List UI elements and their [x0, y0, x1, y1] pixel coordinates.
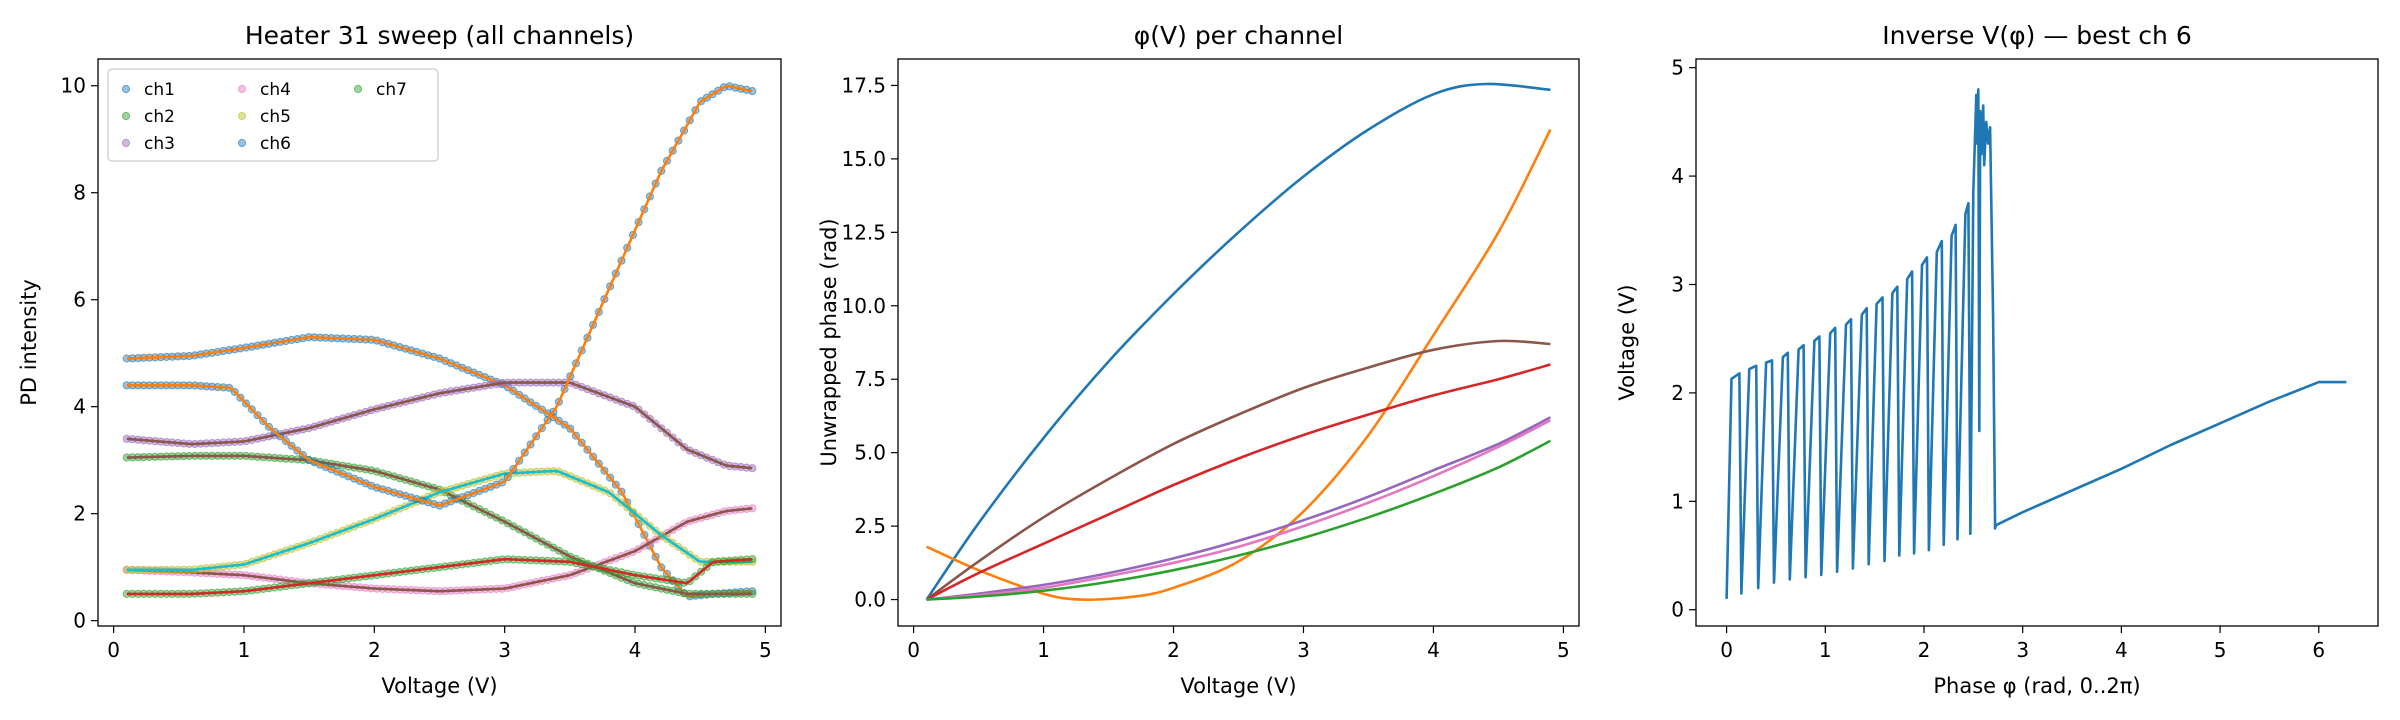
- panel-sweep-legend-label-ch5: ch5: [260, 107, 291, 127]
- panel-sweep-xtick-label: 3: [498, 638, 511, 662]
- panel-inverse-ytick-label: 3: [1671, 272, 1684, 296]
- panel-sweep-legend-marker-ch7: [353, 84, 363, 94]
- panel-inverse-xtick-label: 5: [2214, 638, 2227, 662]
- panel-sweep-xtick-label: 0: [107, 638, 120, 662]
- panel-phase-series-line-4: [926, 416, 1551, 601]
- panel-phase-series-line-0: [925, 82, 1551, 601]
- panel-sweep-ytick-label: 0: [73, 609, 86, 633]
- panel-inverse-ytick-label: 4: [1671, 164, 1684, 188]
- panel-sweep-legend-marker-ch2: [121, 111, 131, 121]
- panel-inverse-ytick-label: 0: [1671, 598, 1684, 622]
- panel-sweep-xtick-label: 5: [759, 638, 772, 662]
- panel-sweep-legend-label-ch4: ch4: [260, 80, 291, 100]
- panel-sweep-ylabel: PD intensity: [17, 279, 41, 406]
- panel-sweep-legend-marker-ch4: [237, 84, 247, 94]
- panel-sweep-xtick-label: 4: [629, 638, 642, 662]
- panel-sweep-fit-ch5: [126, 469, 753, 572]
- panel-sweep: Heater 31 sweep (all channels) Voltage (…: [17, 21, 782, 698]
- panel-phase-plot-area: [925, 82, 1552, 601]
- panel-phase-xtick-label: 2: [1167, 638, 1180, 662]
- panel-sweep-ytick-label: 2: [73, 502, 86, 526]
- panel-inverse-xtick-label: 3: [2016, 638, 2029, 662]
- panel-sweep-fit-ch6: [126, 84, 753, 507]
- panel-sweep-legend-marker-ch5: [237, 111, 247, 121]
- panel-sweep-legend-label-ch1: ch1: [144, 80, 175, 100]
- panel-sweep-legend-marker-ch6: [237, 138, 247, 148]
- panel-inverse-series-line-0: [1725, 88, 2347, 599]
- panel-sweep-plot-area: [122, 82, 757, 601]
- panel-phase-series-line-1: [926, 128, 1552, 601]
- panel-inverse-ytick-label: 1: [1671, 489, 1684, 513]
- panel-sweep-ytick-label: 4: [73, 395, 86, 419]
- panel-sweep-title: Heater 31 sweep (all channels): [245, 21, 634, 50]
- panel-phase-title: φ(V) per channel: [1134, 21, 1343, 50]
- panel-sweep-fit-ch7: [126, 557, 753, 596]
- panel-phase-ytick-label: 17.5: [841, 73, 886, 97]
- panel-phase-ytick-label: 2.5: [854, 514, 886, 538]
- panel-phase-ytick-label: 10.0: [841, 294, 886, 318]
- panel-inverse-xtick-label: 6: [2312, 638, 2325, 662]
- panel-inverse-axes-frame: [1695, 58, 2379, 627]
- panel-sweep-xtick-label: 1: [238, 638, 251, 662]
- panel-phase-axes-frame: [897, 58, 1580, 627]
- panel-phase-series-line-3: [926, 363, 1551, 601]
- panel-phase-xtick-label: 0: [907, 638, 920, 662]
- panel-sweep-legend-label-ch2: ch2: [144, 107, 175, 127]
- panel-sweep-xtick-label: 2: [368, 638, 381, 662]
- panel-phase-ytick-label: 0.0: [854, 588, 886, 612]
- panel-inverse-xtick-label: 2: [1918, 638, 1931, 662]
- panel-sweep-xlabel: Voltage (V): [381, 674, 497, 698]
- panel-phase-ytick-label: 7.5: [854, 367, 886, 391]
- panel-phase-series-line-6: [926, 439, 1551, 601]
- panel-phase-xtick-label: 3: [1297, 638, 1310, 662]
- panel-inverse-xlabel: Phase φ (rad, 0..2π): [1933, 674, 2140, 698]
- panel-sweep-fit-ch3: [126, 381, 753, 470]
- panel-inverse-ylabel: Voltage (V): [1615, 284, 1639, 400]
- panel-sweep-ytick-label: 10: [61, 74, 86, 98]
- panel-inverse-xtick-label: 1: [1819, 638, 1832, 662]
- panel-sweep-fit-ch2: [126, 454, 753, 596]
- panel-inverse-xtick-label: 0: [1720, 638, 1733, 662]
- panel-phase-ytick-label: 5.0: [854, 441, 886, 465]
- panel-inverse-xtick-label: 4: [2115, 638, 2128, 662]
- panel-inverse: Inverse V(φ) — best ch 6 Phase φ (rad, 0…: [1615, 21, 2379, 698]
- panel-sweep-legend-label-ch3: ch3: [144, 134, 175, 154]
- panel-inverse-title: Inverse V(φ) — best ch 6: [1882, 21, 2192, 50]
- panel-phase-series-line-2: [925, 339, 1551, 601]
- panel-sweep-axes-frame: [97, 58, 782, 627]
- panel-inverse-ytick-label: 2: [1671, 381, 1684, 405]
- panel-sweep-legend-marker-ch1: [121, 84, 131, 94]
- panel-inverse-ytick-label: 5: [1671, 56, 1684, 80]
- panel-sweep-legend-label-ch7: ch7: [376, 80, 407, 100]
- panel-phase-xlabel: Voltage (V): [1180, 674, 1296, 698]
- panel-sweep-fit-ch4: [126, 507, 753, 593]
- panel-sweep-legend-marker-ch3: [121, 138, 131, 148]
- panel-phase-ytick-label: 15.0: [841, 147, 886, 171]
- panel-phase: φ(V) per channel Voltage (V) Unwrapped p…: [817, 21, 1580, 698]
- panel-phase-series-line-5: [926, 419, 1551, 601]
- panel-inverse-plot-area: [1725, 88, 2347, 599]
- panel-phase-ylabel: Unwrapped phase (rad): [817, 218, 841, 466]
- panel-sweep-ytick-label: 8: [73, 181, 86, 205]
- panel-phase-xtick-label: 1: [1037, 638, 1050, 662]
- panel-phase-xtick-label: 4: [1427, 638, 1440, 662]
- panel-phase-xtick-label: 5: [1557, 638, 1570, 662]
- panel-sweep-legend-label-ch6: ch6: [260, 134, 291, 154]
- panel-sweep-ytick-label: 6: [73, 288, 86, 312]
- panel-phase-ytick-label: 12.5: [841, 220, 886, 244]
